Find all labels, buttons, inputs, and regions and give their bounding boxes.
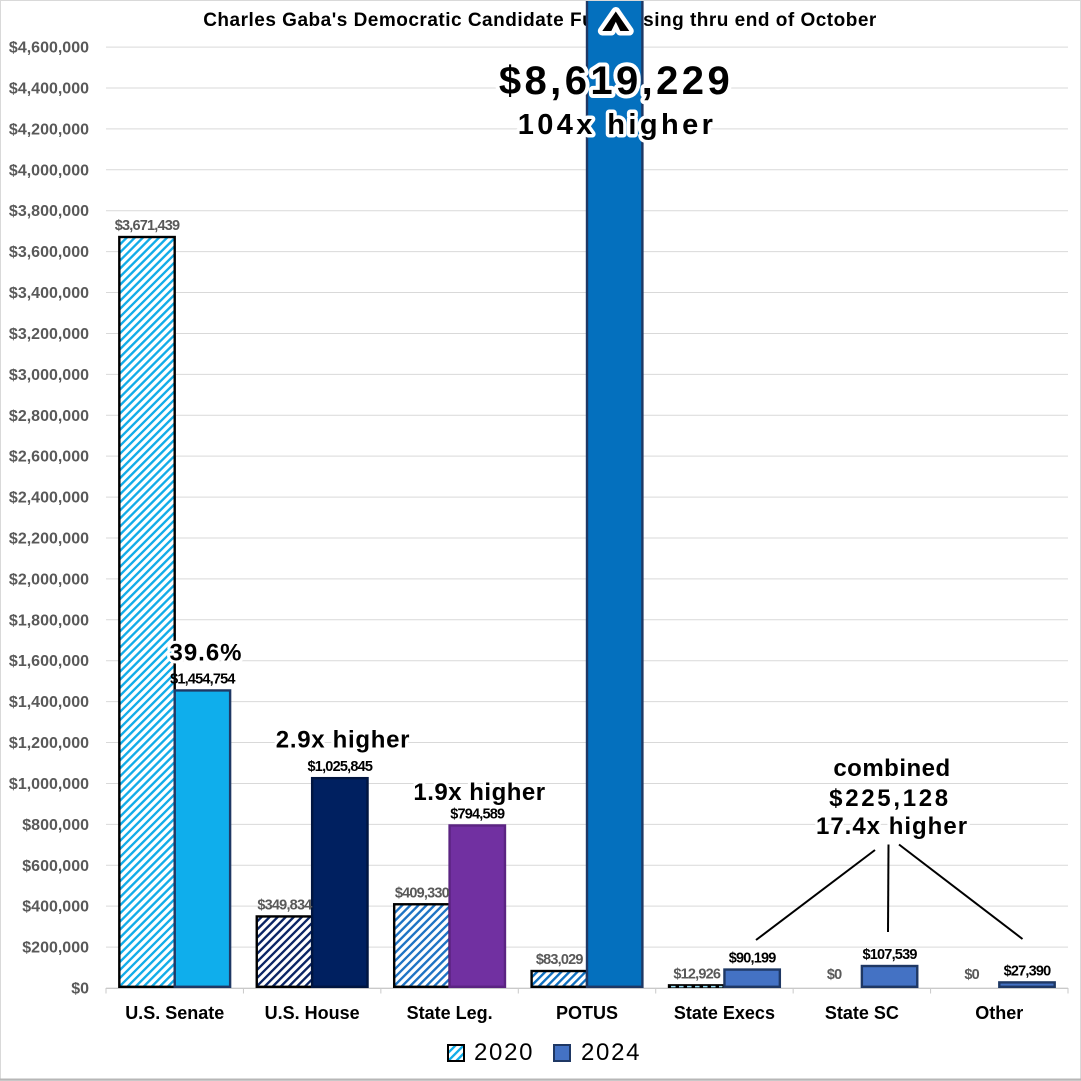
svg-text:$27,390: $27,390	[1004, 963, 1052, 979]
svg-text:$12,926: $12,926	[673, 966, 721, 982]
svg-text:$4,000,000: $4,000,000	[9, 162, 89, 179]
svg-text:$90,199: $90,199	[729, 951, 777, 967]
svg-text:$3,600,000: $3,600,000	[9, 244, 89, 261]
svg-text:$0: $0	[71, 981, 89, 998]
svg-text:$4,200,000: $4,200,000	[9, 121, 89, 138]
svg-text:$0: $0	[827, 967, 842, 983]
svg-text:$2,200,000: $2,200,000	[9, 530, 89, 547]
svg-text:$3,000,000: $3,000,000	[9, 367, 89, 384]
svg-text:17.4x higher: 17.4x higher	[816, 813, 968, 840]
svg-text:$1,000,000: $1,000,000	[9, 776, 89, 793]
svg-text:$794,589: $794,589	[450, 806, 505, 822]
svg-text:39.6%: 39.6%	[169, 640, 242, 667]
svg-text:2024: 2024	[581, 1039, 641, 1066]
svg-text:$409,330: $409,330	[395, 885, 450, 901]
svg-text:$2,400,000: $2,400,000	[9, 490, 89, 507]
svg-text:$1,454,754: $1,454,754	[170, 671, 235, 687]
svg-text:$3,800,000: $3,800,000	[9, 203, 89, 220]
svg-text:Other: Other	[975, 1003, 1023, 1023]
svg-text:U.S. House: U.S. House	[265, 1003, 360, 1023]
svg-text:$8,619,229: $8,619,229	[499, 59, 733, 103]
svg-text:1.9x higher: 1.9x higher	[413, 779, 545, 806]
svg-text:$349,834: $349,834	[257, 897, 312, 913]
svg-text:$0: $0	[964, 967, 979, 983]
svg-text:$3,671,439: $3,671,439	[115, 218, 180, 234]
svg-text:$200,000: $200,000	[22, 940, 89, 957]
svg-text:$1,025,845: $1,025,845	[308, 759, 373, 775]
svg-text:$2,000,000: $2,000,000	[9, 571, 89, 588]
svg-text:$1,400,000: $1,400,000	[9, 694, 89, 711]
svg-text:2020: 2020	[474, 1039, 534, 1066]
svg-text:State Execs: State Execs	[674, 1003, 775, 1023]
svg-text:$4,400,000: $4,400,000	[9, 80, 89, 97]
svg-text:combined: combined	[833, 755, 950, 782]
svg-text:$225,128: $225,128	[829, 785, 951, 812]
svg-text:$600,000: $600,000	[22, 858, 89, 875]
svg-text:$800,000: $800,000	[22, 817, 89, 834]
svg-text:$1,200,000: $1,200,000	[9, 735, 89, 752]
svg-text:$107,539: $107,539	[863, 947, 918, 963]
svg-text:$3,400,000: $3,400,000	[9, 285, 89, 302]
svg-text:$3,200,000: $3,200,000	[9, 326, 89, 343]
svg-text:State SC: State SC	[825, 1003, 899, 1023]
svg-text:State Leg.: State Leg.	[407, 1003, 493, 1023]
svg-text:Charles Gaba's Democratic Cand: Charles Gaba's Democratic Candidate Fund…	[203, 10, 877, 31]
svg-text:104x higher: 104x higher	[518, 109, 717, 141]
svg-text:POTUS: POTUS	[556, 1003, 618, 1023]
svg-text:$400,000: $400,000	[22, 899, 89, 916]
svg-text:2.9x higher: 2.9x higher	[276, 727, 410, 754]
svg-text:$1,600,000: $1,600,000	[9, 653, 89, 670]
svg-text:$1,800,000: $1,800,000	[9, 612, 89, 629]
svg-text:$83,029: $83,029	[536, 952, 584, 968]
svg-text:U.S. Senate: U.S. Senate	[125, 1003, 224, 1023]
svg-text:$2,600,000: $2,600,000	[9, 449, 89, 466]
svg-text:$2,800,000: $2,800,000	[9, 408, 89, 425]
svg-text:$4,600,000: $4,600,000	[9, 40, 89, 57]
